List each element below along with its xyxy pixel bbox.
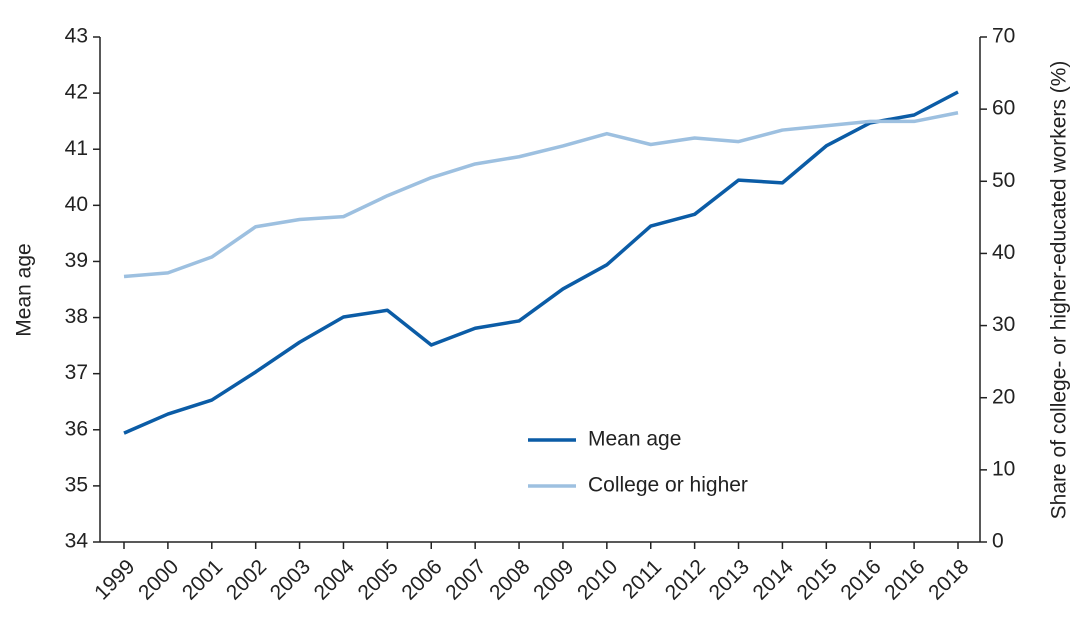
y2-axis-label: Share of college- or higher-educated wor… <box>1048 61 1071 520</box>
y-tick-label: 40 <box>65 193 88 216</box>
x-tick-label: 2006 <box>397 555 446 604</box>
x-tick-label: 2007 <box>441 555 490 604</box>
y-tick-label: 34 <box>65 530 89 553</box>
x-tick-label: 1999 <box>90 555 139 604</box>
x-tick-label: 2003 <box>266 555 315 604</box>
y2-tick-label: 30 <box>992 313 1015 336</box>
series-line <box>123 111 959 279</box>
x-tick-label: 2011 <box>618 555 666 603</box>
legend-label: College or higher <box>588 474 748 497</box>
x-tick-label: 2000 <box>134 555 183 604</box>
x-tick-label: 2004 <box>310 555 360 605</box>
x-tick-label: 2001 <box>178 555 227 604</box>
x-tick-label: 2016 <box>880 555 929 604</box>
y-tick-label: 42 <box>65 81 88 104</box>
x-tick-label: 2013 <box>705 555 754 604</box>
x-tick-label: 2016 <box>836 555 885 604</box>
x-tick-label: 2012 <box>661 555 710 604</box>
y-tick-label: 36 <box>65 417 88 440</box>
x-tick-label: 2005 <box>354 555 403 604</box>
x-tick-label: 2002 <box>222 555 271 604</box>
y-tick-label: 39 <box>65 249 88 272</box>
y2-tick-label: 0 <box>992 530 1004 553</box>
x-tick-label: 2018 <box>924 555 973 604</box>
y-axis-label: Mean age <box>13 243 36 336</box>
y-tick-label: 38 <box>65 305 88 328</box>
y2-tick-label: 70 <box>992 25 1015 48</box>
y2-tick-label: 40 <box>992 241 1015 264</box>
y2-tick-label: 60 <box>992 97 1015 120</box>
y-tick-label: 43 <box>65 25 88 48</box>
x-tick-label: 2014 <box>749 555 799 605</box>
x-tick-label: 2008 <box>485 555 534 604</box>
y2-tick-label: 50 <box>992 169 1015 192</box>
y-tick-label: 37 <box>65 361 88 384</box>
x-tick-label: 2009 <box>529 555 578 604</box>
y2-tick-label: 10 <box>992 457 1015 480</box>
series-line <box>123 90 959 435</box>
y2-tick-label: 20 <box>992 385 1015 408</box>
x-tick-label: 2015 <box>792 555 841 604</box>
y-tick-label: 35 <box>65 473 88 496</box>
y-tick-label: 41 <box>65 137 88 160</box>
x-tick-label: 2010 <box>573 555 622 604</box>
legend-label: Mean age <box>588 428 681 451</box>
